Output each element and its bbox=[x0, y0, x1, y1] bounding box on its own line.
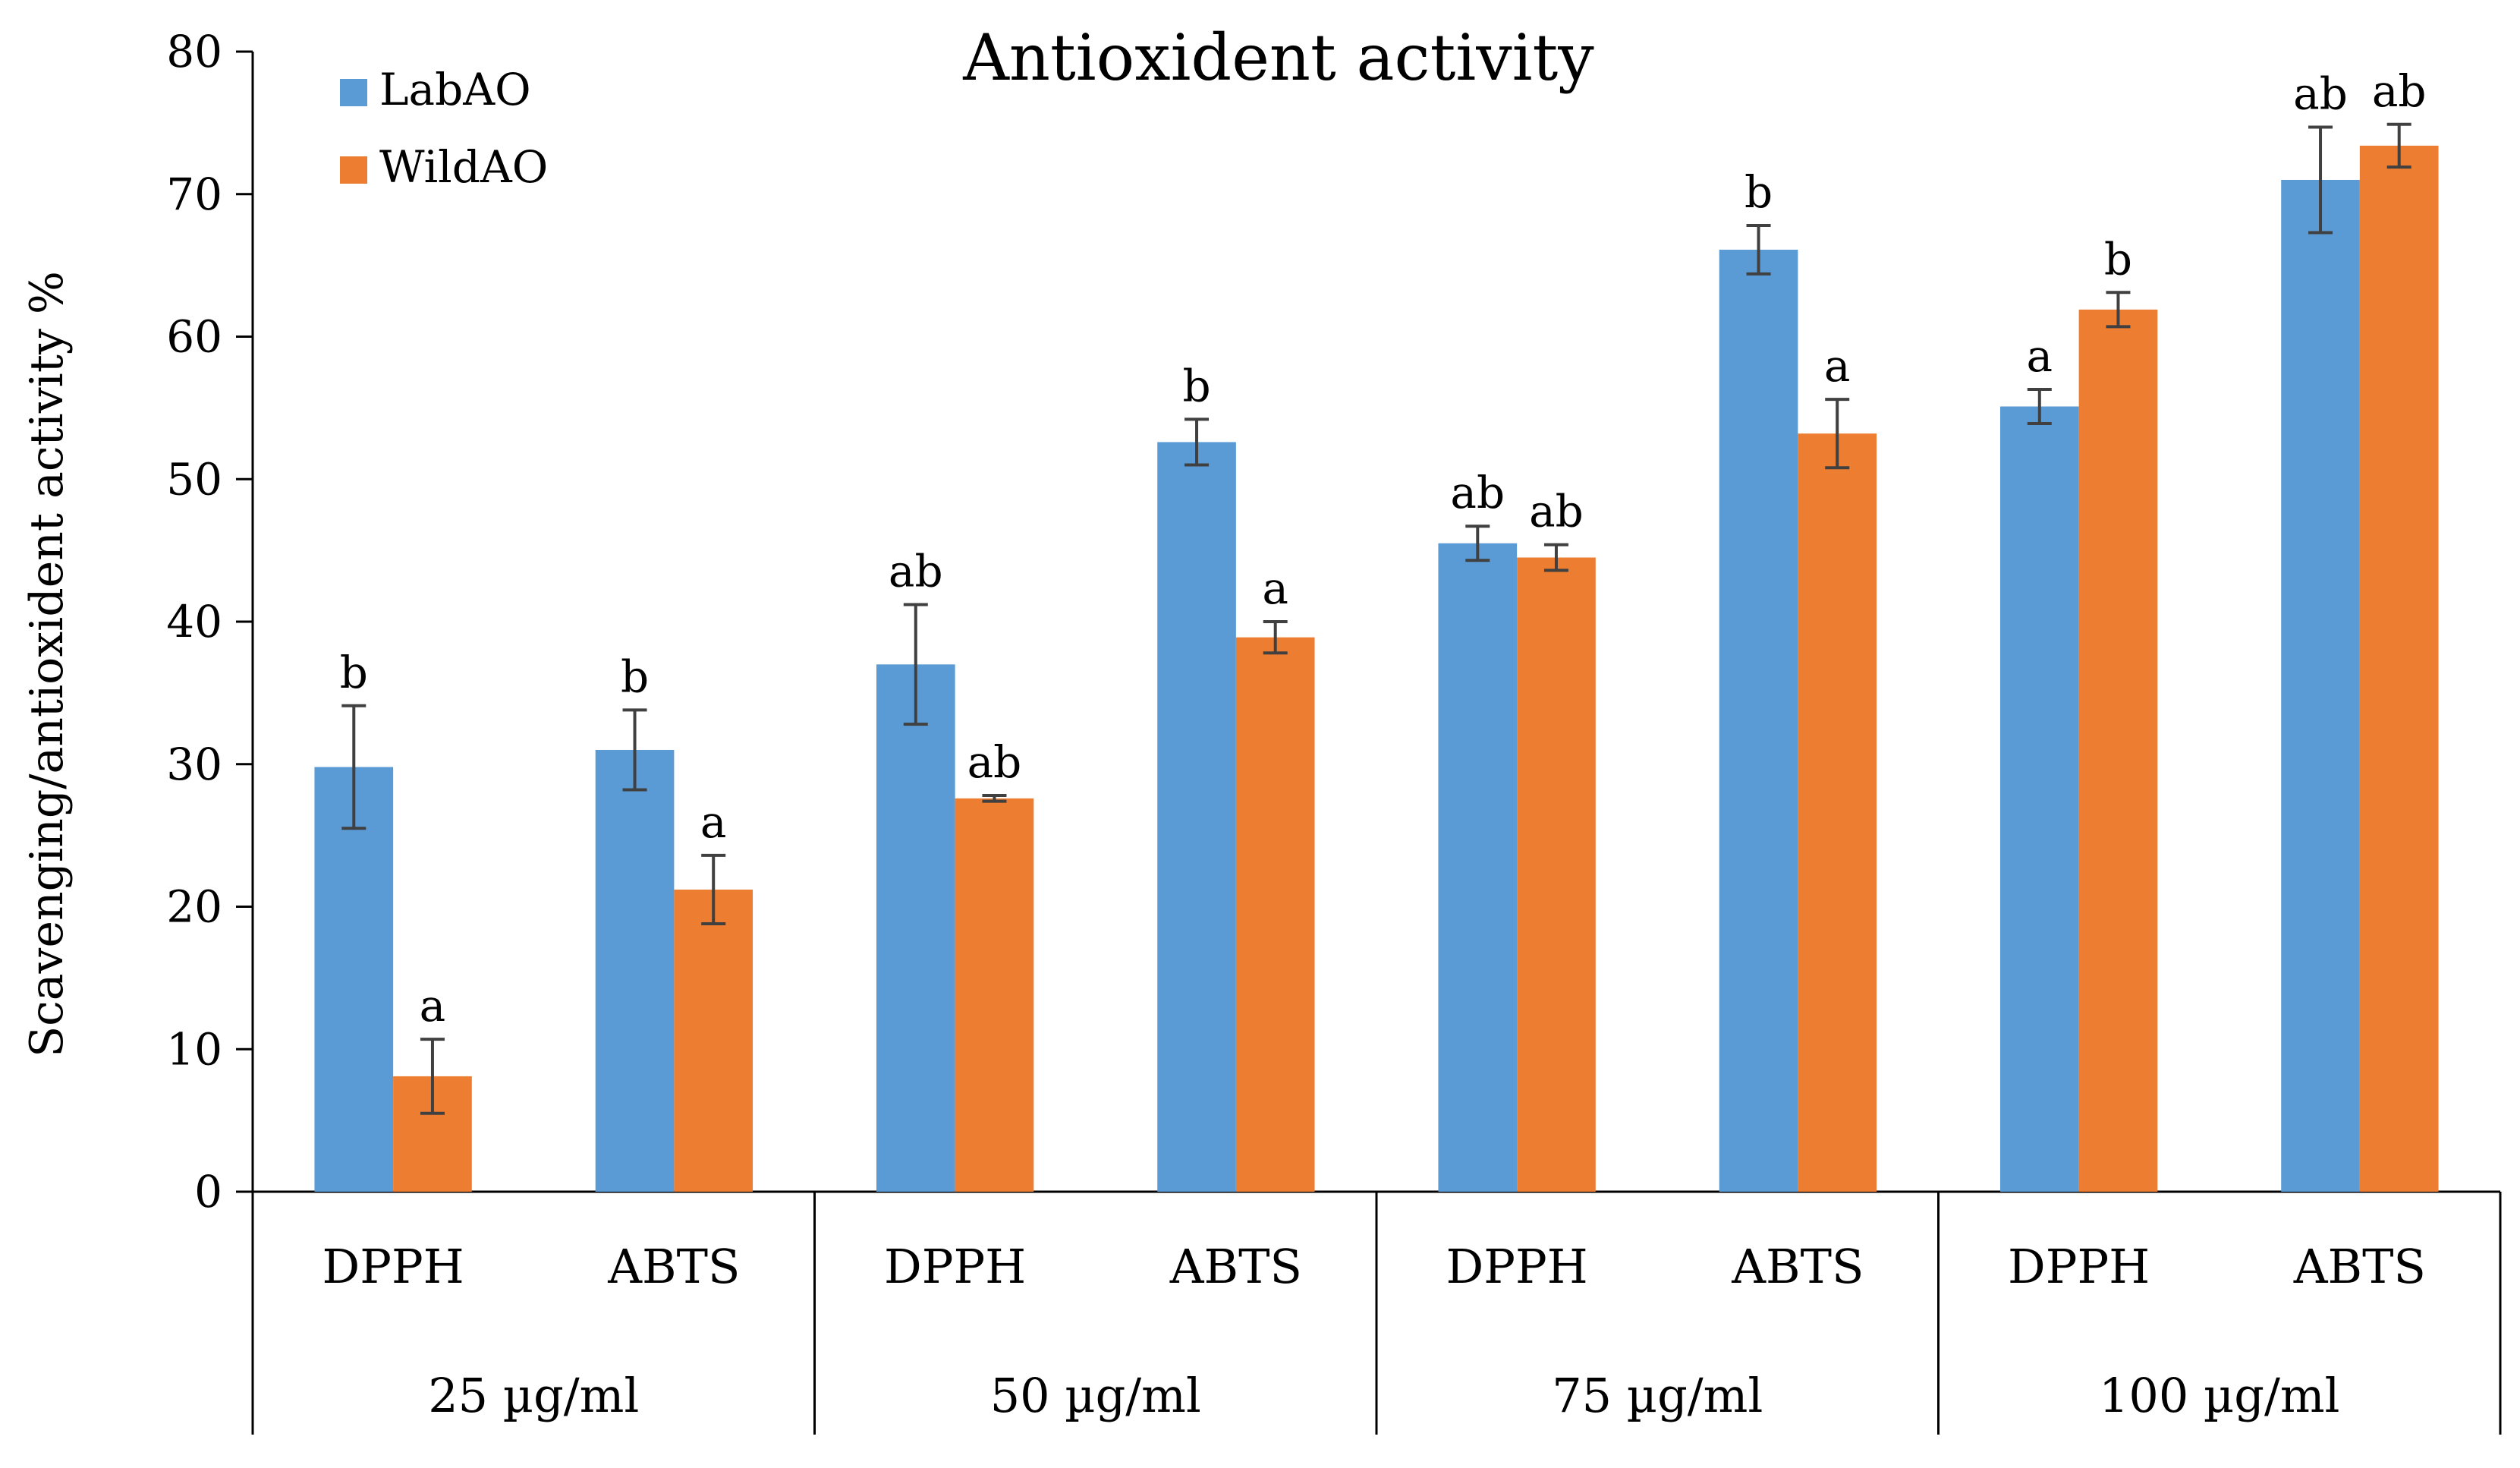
group-label: 50 µg/ml bbox=[990, 1368, 1201, 1423]
group-label: 75 µg/ml bbox=[1552, 1368, 1763, 1423]
y-tick-label: 0 bbox=[194, 1166, 222, 1218]
significance-label: a bbox=[1824, 340, 1851, 392]
bar-labao bbox=[1999, 406, 2079, 1192]
significance-label: b bbox=[340, 647, 368, 698]
significance-label: ab bbox=[967, 736, 1022, 788]
chart-title: Antioxident activity bbox=[962, 20, 1594, 95]
bar-wildao bbox=[2078, 309, 2158, 1192]
category-label: ABTS bbox=[1169, 1239, 1302, 1294]
category-label: ABTS bbox=[2293, 1239, 2426, 1294]
category-label: DPPH bbox=[1446, 1239, 1588, 1294]
plot-area: 0 10 20 30 40 50 60 70 80 25 µg/ml 50 µg/ml 75 µg/m… bbox=[166, 26, 2502, 1435]
legend-label-wildao: WildAO bbox=[379, 141, 548, 193]
bar-labao bbox=[1719, 249, 1798, 1192]
category-label: DPPH bbox=[2008, 1239, 2150, 1294]
bar-wildao bbox=[1235, 637, 1315, 1192]
bar-wildao bbox=[1798, 433, 1877, 1192]
bar-wildao bbox=[955, 798, 1034, 1192]
legend-label-labao: LabAO bbox=[379, 64, 531, 115]
significance-label: ab bbox=[1529, 486, 1584, 537]
bar-wildao bbox=[2359, 145, 2439, 1192]
bar-labao bbox=[876, 664, 955, 1192]
significance-label: b bbox=[2104, 233, 2132, 285]
bar-wildao bbox=[1517, 557, 1596, 1192]
significance-label: ab bbox=[889, 545, 943, 597]
bar-labao bbox=[1438, 543, 1518, 1192]
y-tick-label: 10 bbox=[166, 1023, 222, 1075]
significance-label: b bbox=[1182, 360, 1210, 411]
bar-labao bbox=[314, 767, 394, 1192]
y-tick-label: 20 bbox=[166, 881, 222, 933]
significance-label: b bbox=[621, 651, 649, 702]
group-label: 100 µg/ml bbox=[2099, 1368, 2340, 1423]
legend-swatch-labao bbox=[340, 79, 367, 106]
significance-label: a bbox=[700, 796, 727, 848]
category-label: DPPH bbox=[884, 1239, 1026, 1294]
y-tick-label: 80 bbox=[166, 26, 222, 77]
y-tick-label: 70 bbox=[166, 169, 222, 220]
bar-wildao bbox=[674, 889, 753, 1192]
bar-labao bbox=[2281, 179, 2360, 1192]
significance-label: b bbox=[1744, 166, 1773, 218]
legend-swatch-wildao bbox=[340, 156, 367, 184]
y-tick-label: 40 bbox=[166, 596, 222, 647]
significance-label: a bbox=[1262, 562, 1288, 614]
significance-label: ab bbox=[2293, 68, 2348, 120]
significance-label: a bbox=[420, 980, 446, 1032]
category-label: ABTS bbox=[1731, 1239, 1864, 1294]
y-axis-label: Scavenging/antioxident activity % bbox=[20, 271, 74, 1057]
group-label: 25 µg/ml bbox=[428, 1368, 639, 1423]
category-label: ABTS bbox=[607, 1239, 740, 1294]
y-tick-label: 60 bbox=[166, 311, 222, 363]
significance-label: a bbox=[2026, 330, 2053, 382]
y-tick-label: 50 bbox=[166, 453, 222, 505]
y-tick-label: 30 bbox=[166, 739, 222, 790]
significance-label: ab bbox=[1450, 467, 1505, 518]
legend: LabAO WildAO bbox=[340, 64, 548, 193]
category-label: DPPH bbox=[322, 1239, 464, 1294]
significance-label: ab bbox=[2372, 65, 2427, 117]
bar-labao bbox=[595, 749, 675, 1192]
bar-labao bbox=[1157, 442, 1236, 1192]
